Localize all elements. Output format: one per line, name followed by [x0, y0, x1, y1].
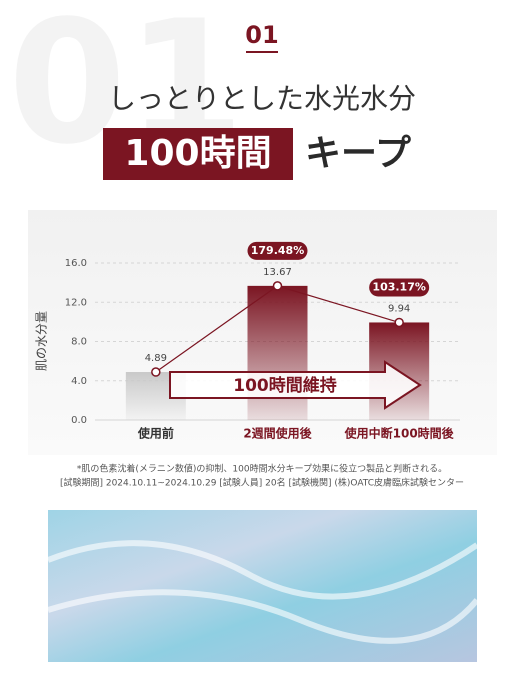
- y-tick-label: 12.0: [65, 297, 87, 308]
- x-tick-label: 2週間使用後: [243, 426, 312, 441]
- value-label: 4.89: [145, 353, 167, 364]
- highlight-box: [103, 128, 293, 180]
- y-tick-label: 4.0: [71, 376, 87, 387]
- water-image: [48, 510, 477, 662]
- badge: [247, 241, 308, 260]
- water-ripples: [46, 540, 480, 644]
- badge-label: 103.17%: [372, 280, 425, 293]
- title: しっとりとした水光水分: [108, 82, 416, 115]
- arrow-label: 100時間維持: [233, 375, 337, 396]
- y-tick-label: 16.0: [65, 258, 87, 269]
- title-end: キープ: [305, 133, 411, 174]
- footnote: [試験期間] 2024.10.11~2024.10.29 [試験人員] 20名 …: [60, 477, 464, 489]
- point: [394, 317, 404, 328]
- highlight: 100時間: [124, 133, 271, 174]
- value-label: 9.94: [388, 303, 410, 314]
- arrow: [169, 360, 422, 410]
- y-tick-label: 0.0: [71, 415, 87, 426]
- y-tick-label: 8.0: [71, 337, 87, 348]
- point: [272, 281, 283, 291]
- section-number: 01: [245, 21, 278, 49]
- value-label: 13.67: [263, 267, 292, 278]
- x-tick-label: 使用中断100時間後: [344, 426, 455, 441]
- bar: [247, 285, 308, 420]
- y-axis-label: 肌の水分量: [35, 311, 49, 371]
- badge: [369, 278, 430, 297]
- point: [151, 367, 161, 377]
- badge-label: 179.48%: [251, 244, 304, 257]
- footnote: *肌の色素沈着(メラニン数値)の抑制、100時間水分キープ効果に役立つ製品と判断…: [77, 463, 447, 475]
- x-tick-label: 使用前: [137, 426, 174, 441]
